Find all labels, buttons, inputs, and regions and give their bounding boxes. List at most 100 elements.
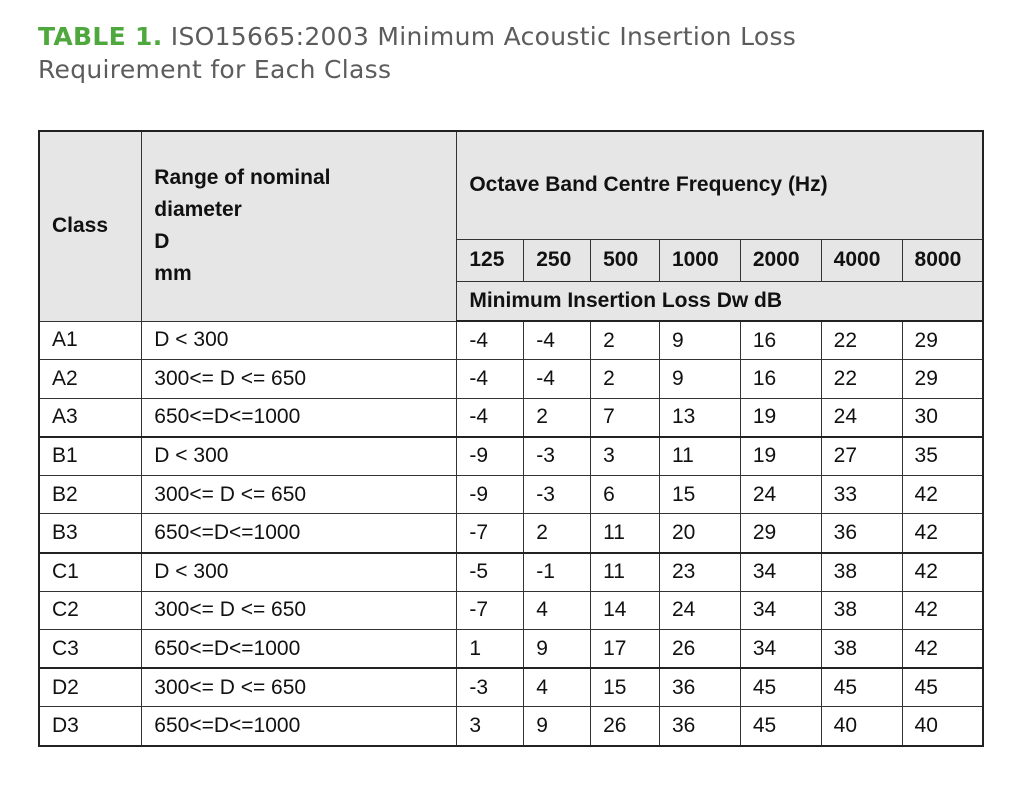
- frequency-cell: 250: [523, 238, 592, 282]
- value-cell: 42: [901, 513, 984, 554]
- header-row: Class Range of nominal diameter D mm Oct…: [38, 130, 984, 322]
- value-cell: 22: [820, 359, 903, 399]
- frequency-cell: 8000: [901, 238, 984, 282]
- range-header-line: D: [154, 230, 170, 254]
- data-row: B3 650<=D<=1000 -7 2 11 20 29 36 42: [38, 513, 984, 554]
- frequency-cell: 1000: [658, 238, 741, 282]
- range-cell: 300<= D <= 650: [141, 590, 458, 631]
- value-cell: -3: [523, 435, 592, 476]
- data-row: A1 D < 300 -4 -4 2 9 16 22 29: [38, 320, 984, 361]
- range-cell: 650<=D<=1000: [141, 513, 458, 554]
- value-cell: 30: [901, 397, 984, 438]
- value-cell: 27: [820, 435, 903, 476]
- value-cell: -9: [456, 435, 525, 476]
- value-cell: -4: [523, 320, 592, 361]
- value-cell: 26: [590, 706, 660, 747]
- value-cell: 11: [590, 551, 660, 592]
- data-row: C2 300<= D <= 650 -7 4 14 24 34 38 42: [38, 590, 984, 631]
- value-cell: 6: [590, 474, 660, 515]
- value-cell: 38: [820, 629, 903, 669]
- value-cell: 22: [820, 320, 903, 361]
- range-cell: 300<= D <= 650: [141, 667, 458, 708]
- value-cell: -1: [523, 551, 592, 592]
- value-cell: 4: [523, 667, 592, 708]
- value-cell: 14: [590, 590, 660, 631]
- table-title: ISO15665:2003 Minimum Acoustic Insertion…: [38, 22, 797, 84]
- data-row: C3 650<=D<=1000 1 9 17 26 34 38 42: [38, 629, 984, 669]
- range-cell: D < 300: [141, 435, 458, 476]
- data-row: D3 650<=D<=1000 3 9 26 36 45 40 40: [38, 706, 984, 747]
- value-cell: -4: [456, 320, 525, 361]
- frequency-header: Octave Band Centre Frequency (Hz): [456, 130, 984, 240]
- value-cell: 9: [523, 706, 592, 747]
- value-cell: 24: [658, 590, 741, 631]
- value-cell: 24: [820, 397, 903, 438]
- class-cell: C1: [38, 551, 143, 592]
- value-cell: -5: [456, 551, 525, 592]
- value-cell: -7: [456, 590, 525, 631]
- class-cell: A2: [38, 359, 143, 399]
- loss-header: Minimum Insertion Loss Dw dB: [456, 280, 984, 322]
- value-cell: 15: [658, 474, 741, 515]
- data-row: C1 D < 300 -5 -1 11 23 34 38 42: [38, 551, 984, 592]
- value-cell: 29: [901, 320, 984, 361]
- value-cell: 3: [456, 706, 525, 747]
- loss-header-row: Minimum Insertion Loss Dw dB: [39, 280, 984, 322]
- range-header-line: Range of nominal: [154, 166, 331, 190]
- value-cell: 45: [901, 667, 984, 708]
- value-cell: 42: [901, 551, 984, 592]
- value-cell: 2: [590, 320, 660, 361]
- value-cell: 19: [739, 397, 822, 438]
- value-cell: 33: [820, 474, 903, 515]
- insertion-loss-table: Class Range of nominal diameter D mm Oct…: [38, 130, 984, 747]
- class-cell: B3: [38, 513, 143, 554]
- value-cell: 16: [739, 359, 822, 399]
- value-cell: 20: [658, 513, 741, 554]
- value-cell: -4: [456, 397, 525, 438]
- data-row: A2 300<= D <= 650 -4 -4 2 9 16 22 29: [38, 359, 984, 399]
- value-cell: -3: [523, 474, 592, 515]
- frequency-cell: 4000: [820, 238, 903, 282]
- table-head: Class Range of nominal diameter D mm Oct…: [38, 130, 984, 322]
- value-cell: 19: [739, 435, 822, 476]
- value-cell: 40: [820, 706, 903, 747]
- value-cell: 42: [901, 590, 984, 631]
- frequency-cell: 500: [590, 238, 660, 282]
- value-cell: 29: [739, 513, 822, 554]
- value-cell: 2: [590, 359, 660, 399]
- value-cell: 34: [739, 551, 822, 592]
- value-cell: -4: [523, 359, 592, 399]
- value-cell: 29: [901, 359, 984, 399]
- data-row: B2 300<= D <= 650 -9 -3 6 15 24 33 42: [38, 474, 984, 515]
- range-cell: 650<=D<=1000: [141, 629, 458, 669]
- value-cell: 3: [590, 435, 660, 476]
- value-cell: 11: [590, 513, 660, 554]
- data-row: A3 650<=D<=1000 -4 2 7 13 19 24 30: [38, 397, 984, 438]
- value-cell: 35: [901, 435, 984, 476]
- value-cell: -9: [456, 474, 525, 515]
- value-cell: 4: [523, 590, 592, 631]
- value-cell: 42: [901, 629, 984, 669]
- class-cell: A1: [38, 320, 143, 361]
- class-cell: D3: [38, 706, 143, 747]
- value-cell: 45: [739, 667, 822, 708]
- frequency-cell: 2000: [739, 238, 822, 282]
- value-cell: 38: [820, 551, 903, 592]
- value-cell: 38: [820, 590, 903, 631]
- value-cell: 11: [658, 435, 741, 476]
- class-cell: B2: [38, 474, 143, 515]
- range-header: Range of nominal diameter D mm: [141, 130, 458, 322]
- value-cell: 36: [820, 513, 903, 554]
- value-cell: 40: [901, 706, 984, 747]
- value-cell: 13: [658, 397, 741, 438]
- value-cell: 24: [739, 474, 822, 515]
- range-cell: 300<= D <= 650: [141, 359, 458, 399]
- value-cell: 2: [523, 397, 592, 438]
- value-cell: 1: [456, 629, 525, 669]
- value-cell: 17: [590, 629, 660, 669]
- range-cell: 650<=D<=1000: [141, 397, 458, 438]
- value-cell: -7: [456, 513, 525, 554]
- class-cell: C2: [38, 590, 143, 631]
